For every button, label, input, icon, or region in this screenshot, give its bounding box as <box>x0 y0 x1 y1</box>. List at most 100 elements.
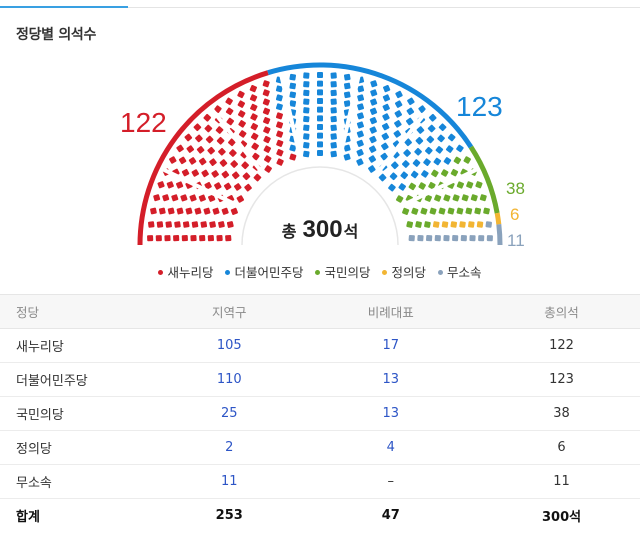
seat-saenuri <box>225 107 234 116</box>
seat-saenuri <box>180 194 188 202</box>
seat-saenuri <box>198 194 206 202</box>
cell-party: 정의당 <box>0 430 160 465</box>
seat-saenuri <box>181 235 188 242</box>
cell-total: 122 <box>483 328 640 363</box>
seat-musosok <box>460 235 467 242</box>
cell-proportional-link[interactable]: 13 <box>298 396 484 431</box>
seat-minju <box>357 85 365 93</box>
seat-minju <box>317 89 323 96</box>
seat-gukmin <box>440 169 449 177</box>
seat-saenuri <box>244 183 252 192</box>
seat-saenuri <box>195 134 203 143</box>
seat-saenuri <box>250 103 258 112</box>
block-separator <box>336 71 362 166</box>
legend-item-minju[interactable]: 더불어민주당 <box>225 262 304 281</box>
seat-jeongui <box>450 221 458 228</box>
seat-gukmin <box>408 182 417 191</box>
legend-dot-icon <box>225 270 231 275</box>
seat-saenuri <box>150 207 157 215</box>
seat-saenuri <box>233 183 242 191</box>
seat-minju <box>438 123 447 132</box>
seat-gukmin <box>463 156 471 164</box>
legend-item-gukmin[interactable]: 국민의당 <box>315 262 371 281</box>
table-row: 새누리당 105 17 122 <box>0 328 640 363</box>
cell-district-link[interactable]: 11 <box>160 464 299 499</box>
cell-total-label: 합계 <box>16 510 40 526</box>
seat-minju <box>381 132 390 141</box>
active-tab-indicator[interactable] <box>0 0 128 8</box>
seat-minju <box>398 183 407 191</box>
total-value: 300 <box>302 216 343 243</box>
seat-gukmin <box>411 207 419 215</box>
seat-saenuri <box>253 173 262 182</box>
seat-minju <box>317 80 323 87</box>
seat-saenuri <box>216 136 225 145</box>
seat-minju <box>394 100 403 108</box>
seat-jeongui <box>459 221 466 228</box>
cell-district-link[interactable]: 105 <box>160 328 299 363</box>
cell-party: 국민의당 <box>0 396 160 431</box>
seat-gukmin <box>418 182 426 190</box>
seat-minju <box>330 115 337 123</box>
seat-minju <box>303 115 310 123</box>
seat-minju <box>435 145 444 154</box>
seat-saenuri <box>251 152 260 161</box>
seat-saenuri <box>176 144 184 153</box>
seat-minju <box>368 145 377 153</box>
legend-item-jeongui[interactable]: 정의당 <box>382 262 426 281</box>
cell-proportional-link[interactable]: 13 <box>298 362 484 397</box>
seat-minju <box>303 72 310 79</box>
seat-minju <box>381 122 390 131</box>
legend-item-musosok[interactable]: 무소속 <box>437 262 482 281</box>
cell-proportional-link[interactable]: 4 <box>298 430 484 465</box>
seat-minju <box>330 107 337 114</box>
block-separator <box>208 105 271 183</box>
seat-saenuri <box>188 157 197 165</box>
seat-saenuri <box>276 139 284 147</box>
seat-minju <box>370 80 378 88</box>
seat-saenuri <box>207 235 215 242</box>
seat-gukmin <box>456 207 464 215</box>
cell-district-link[interactable]: 2 <box>160 430 299 465</box>
block-separator <box>393 166 481 212</box>
seat-saenuri <box>194 207 202 215</box>
seat-saenuri <box>157 181 165 189</box>
seat-minju <box>368 165 376 173</box>
seat-minju <box>393 130 402 138</box>
seat-saenuri <box>199 235 206 242</box>
seat-saenuri <box>190 235 197 242</box>
cell-district-link[interactable]: 25 <box>160 396 299 431</box>
seat-gukmin <box>452 194 460 202</box>
seat-saenuri <box>204 124 213 133</box>
seat-minju <box>406 107 415 116</box>
seat-minju <box>275 103 283 111</box>
seat-saenuri <box>166 181 174 189</box>
legend-item-saenuri[interactable]: 새누리당 <box>158 262 214 281</box>
section-title: 정당별 의석수 <box>16 27 97 43</box>
seat-saenuri <box>148 221 155 228</box>
seat-saenuri <box>214 105 222 113</box>
seat-musosok <box>443 235 450 242</box>
seat-minju <box>289 100 297 107</box>
seat-minju <box>317 141 323 148</box>
seat-saenuri <box>198 157 207 166</box>
cell-proportional-link[interactable]: 17 <box>298 328 484 363</box>
seat-minju <box>427 124 436 133</box>
seat-minju <box>317 124 323 130</box>
seat-hemicycle-chart <box>137 62 503 246</box>
seat-minju <box>317 132 323 139</box>
seat-minju <box>388 183 396 192</box>
seat-minju <box>378 173 387 182</box>
seat-minju <box>289 73 297 81</box>
cell-total: 6 <box>483 430 640 465</box>
seat-minju <box>357 94 365 102</box>
seat-saenuri <box>276 121 284 129</box>
cell-party: 무소속 <box>0 464 160 499</box>
cell-district-link[interactable]: 110 <box>160 362 299 397</box>
seat-minju <box>405 117 414 126</box>
seat-gukmin <box>402 207 410 215</box>
seat-minju <box>445 145 454 153</box>
legend-label: 더불어민주당 <box>234 265 304 280</box>
table-row: 정의당 2 4 6 <box>0 430 640 465</box>
seat-minju <box>423 158 431 166</box>
